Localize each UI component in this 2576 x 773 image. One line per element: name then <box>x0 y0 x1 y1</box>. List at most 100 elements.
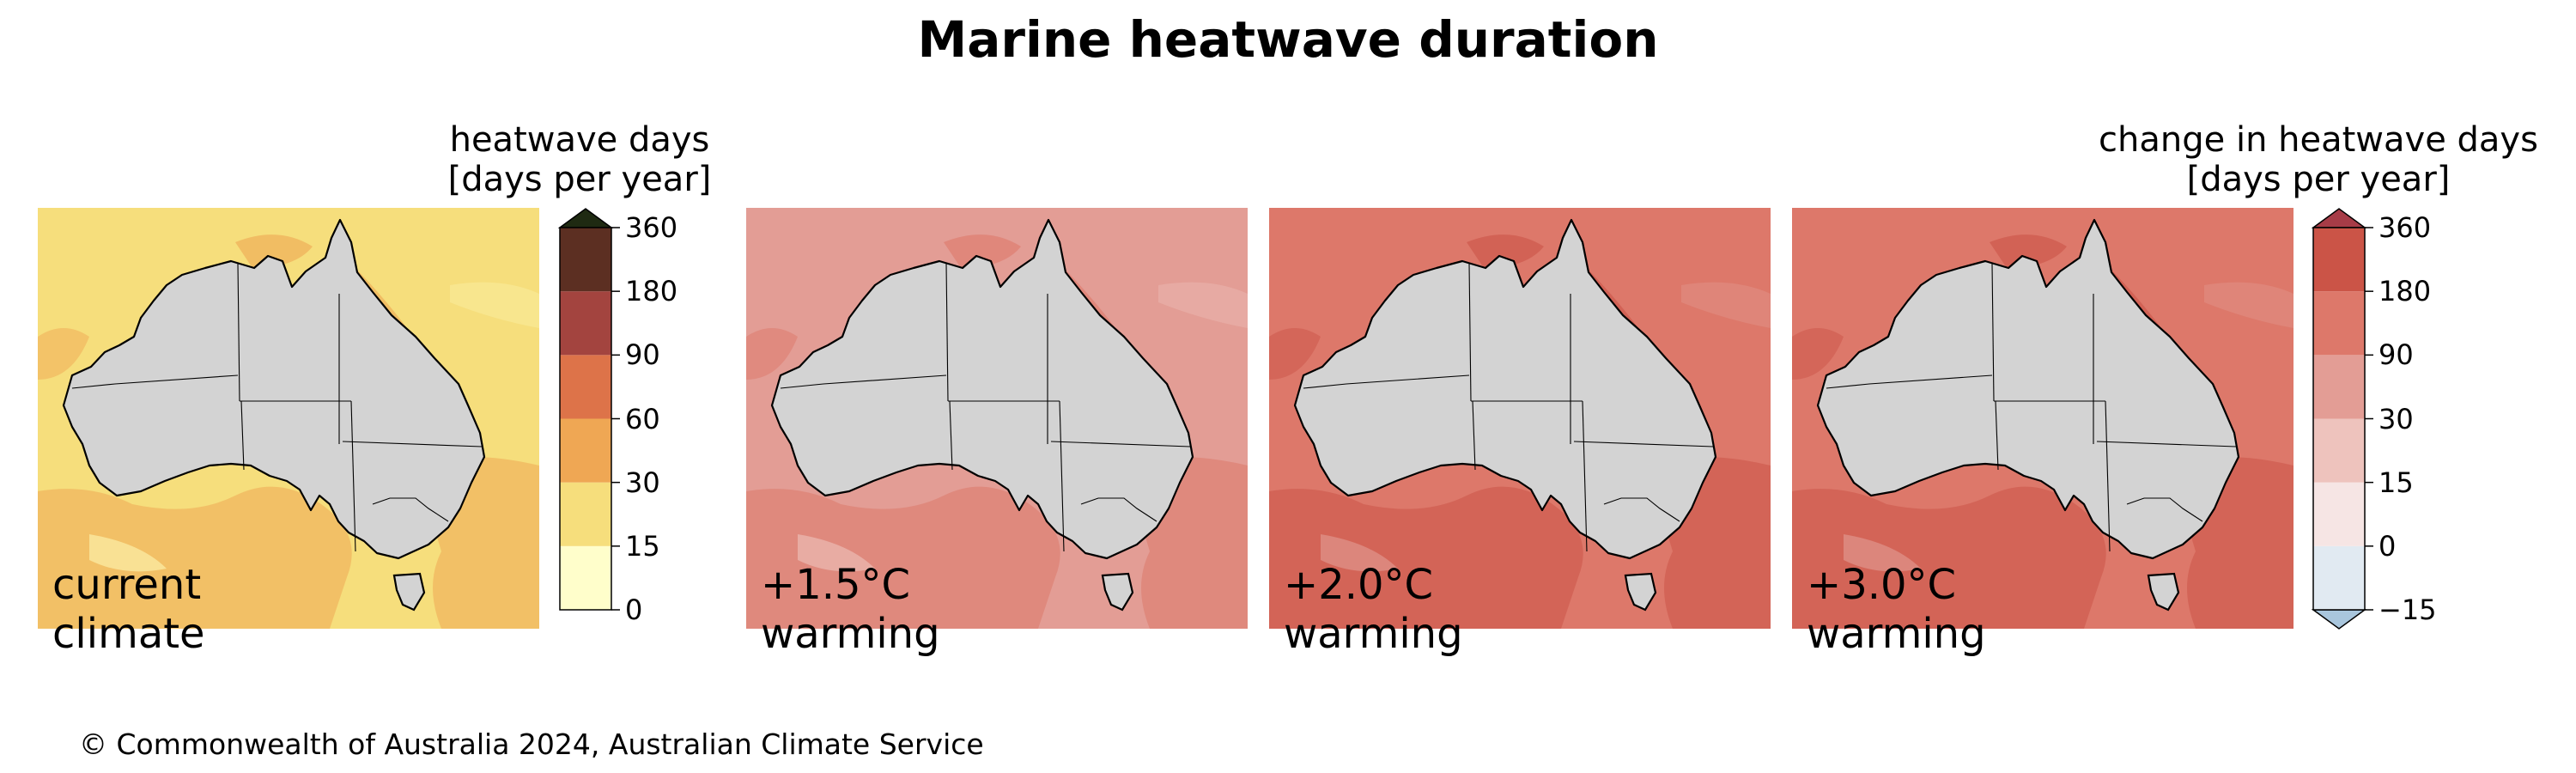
ocean-value-region <box>746 328 798 380</box>
colorbar-segment <box>2313 228 2365 292</box>
state-border <box>949 400 953 471</box>
colorbar-title-heatwave-days: heatwave days [days per year] <box>429 120 730 199</box>
ocean-value-region <box>1269 328 1321 380</box>
ocean-value-region <box>89 534 167 572</box>
panel-label-line2: climate <box>52 610 205 658</box>
panel-label-3-0c-warming: +3.0°C warming <box>1807 561 1986 659</box>
colorbar-segment <box>560 228 611 292</box>
ocean-value-region <box>1158 282 1248 328</box>
state-border <box>237 263 240 402</box>
australia-landmass <box>1816 218 2240 560</box>
panel-label-current-climate: current climate <box>52 561 205 659</box>
colorbar-extend-high <box>2311 208 2367 228</box>
colorbar-segment <box>2313 355 2365 419</box>
tasmania-landmass <box>1101 572 1134 612</box>
colorbar-heatwave-days <box>557 208 620 611</box>
state-border <box>2105 400 2111 552</box>
colorbar-segment <box>560 482 611 546</box>
colorbar-change-in-heatwave-days <box>2311 208 2373 630</box>
colorbar-segment <box>2313 418 2365 483</box>
panel-label-line2: warming <box>1807 610 1986 658</box>
australia-landmass <box>62 218 486 560</box>
tasmania-landmass <box>2147 572 2180 612</box>
colorbar-tick-label: 90 <box>625 338 660 372</box>
map-panel-2-0c-warming <box>1269 208 1771 629</box>
tasmania-landmass <box>1624 572 1657 612</box>
colorbar-extend-high <box>557 208 614 228</box>
state-border <box>1573 441 1714 447</box>
state-border <box>1603 497 1680 522</box>
ocean-value-region <box>38 328 89 380</box>
colorbar-tick-label: 0 <box>625 593 643 626</box>
ocean-value-region <box>450 282 539 328</box>
state-border <box>71 374 239 389</box>
state-border <box>2096 441 2237 447</box>
australia-landmass <box>1293 218 1717 560</box>
colorbar-segment <box>560 545 611 610</box>
colorbar-tick-label: 180 <box>2379 275 2432 308</box>
panel-label-line2: warming <box>1284 610 1463 658</box>
colorbar-tick-label: 0 <box>2379 529 2397 563</box>
state-border <box>1080 497 1157 522</box>
colorbar-extend-low <box>2311 609 2367 630</box>
state-border <box>372 497 449 522</box>
australia-landmass <box>770 218 1194 560</box>
colorbar-title-line1: heatwave days <box>449 120 710 160</box>
colorbar-tick-label: 30 <box>2379 402 2414 435</box>
colorbar-segment <box>2313 291 2365 356</box>
state-border <box>1472 400 1476 471</box>
figure-title: Marine heatwave duration <box>917 10 1659 69</box>
ocean-value-region <box>944 234 1021 268</box>
panel-label-line1: +3.0°C <box>1807 561 1957 609</box>
colorbar-title-line1: change in heatwave days <box>2099 120 2538 160</box>
state-border <box>1991 263 1995 402</box>
colorbar-tick-label: 30 <box>625 466 660 499</box>
panel-label-line2: warming <box>761 610 940 658</box>
colorbar-segment <box>2313 545 2365 610</box>
map-panel-1-5c-warming <box>746 208 1248 629</box>
map-panel-current-climate <box>38 208 539 629</box>
ocean-value-region <box>1792 486 2106 629</box>
colorbar-segment <box>560 355 611 419</box>
tasmania-landmass <box>392 572 426 612</box>
ocean-value-region <box>38 486 352 629</box>
copyright-notice: © Commonwealth of Australia 2024, Austra… <box>79 727 984 761</box>
ocean-value-region <box>1844 534 1921 572</box>
state-border <box>1059 400 1065 552</box>
panel-label-line1: current <box>52 561 202 609</box>
ocean-value-region <box>1681 282 1771 328</box>
state-border <box>1468 263 1472 402</box>
colorbar-segment <box>560 418 611 483</box>
colorbar-segment <box>560 291 611 356</box>
state-border <box>1582 400 1588 552</box>
state-border <box>350 400 356 552</box>
state-border <box>1050 441 1191 447</box>
colorbar-tick-label: 360 <box>625 211 678 244</box>
state-border <box>1303 374 1470 389</box>
colorbar-tick-label: 360 <box>2379 211 2432 244</box>
colorbar-tick-label: 15 <box>2379 466 2414 499</box>
colorbar-tick-label: 90 <box>2379 338 2414 372</box>
state-border <box>780 374 947 389</box>
colorbar-tick-label: 180 <box>625 275 678 308</box>
state-border <box>2126 497 2203 522</box>
map-panel-3-0c-warming <box>1792 208 2293 629</box>
state-border <box>945 263 949 402</box>
colorbar-segment <box>2313 482 2365 546</box>
ocean-value-region <box>235 234 313 268</box>
ocean-value-region <box>1990 234 2067 268</box>
colorbar-tick-label: 60 <box>625 402 660 435</box>
state-border <box>342 441 483 447</box>
colorbar-title-change-in-heatwave-days: change in heatwave days [days per year] <box>2095 120 2542 199</box>
colorbar-tick-label: 15 <box>625 529 660 563</box>
ocean-value-region <box>798 534 875 572</box>
colorbar-title-line2: [days per year] <box>2186 160 2451 199</box>
state-border <box>1995 400 1999 471</box>
ocean-value-region <box>1792 328 1844 380</box>
ocean-value-region <box>1321 534 1398 572</box>
panel-label-line1: +2.0°C <box>1284 561 1434 609</box>
ocean-value-region <box>1467 234 1544 268</box>
panel-label-line1: +1.5°C <box>761 561 911 609</box>
panel-label-2-0c-warming: +2.0°C warming <box>1284 561 1463 659</box>
colorbar-title-line2: [days per year] <box>447 160 712 199</box>
